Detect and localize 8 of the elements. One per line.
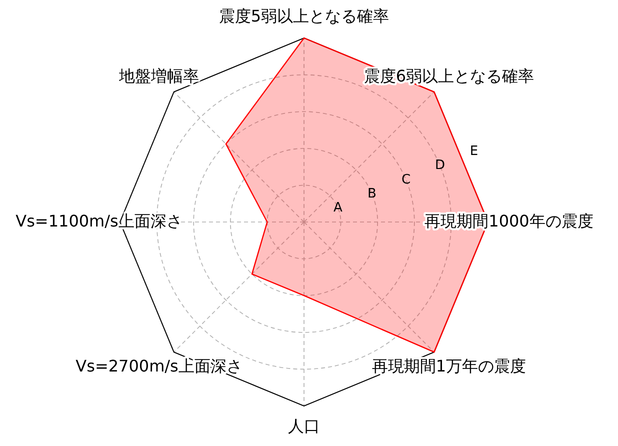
y-tick-label: E bbox=[470, 144, 478, 160]
y-tick-label: D bbox=[434, 158, 446, 174]
spoke-label: 人口 bbox=[288, 416, 320, 436]
spoke-label: 地盤増幅率 bbox=[118, 66, 200, 86]
y-tick-label: C bbox=[401, 172, 411, 188]
y-tick-label: A bbox=[334, 200, 343, 216]
spoke-label: 震度5弱以上となる確率 bbox=[218, 6, 390, 26]
y-tick-label: B bbox=[368, 186, 376, 202]
